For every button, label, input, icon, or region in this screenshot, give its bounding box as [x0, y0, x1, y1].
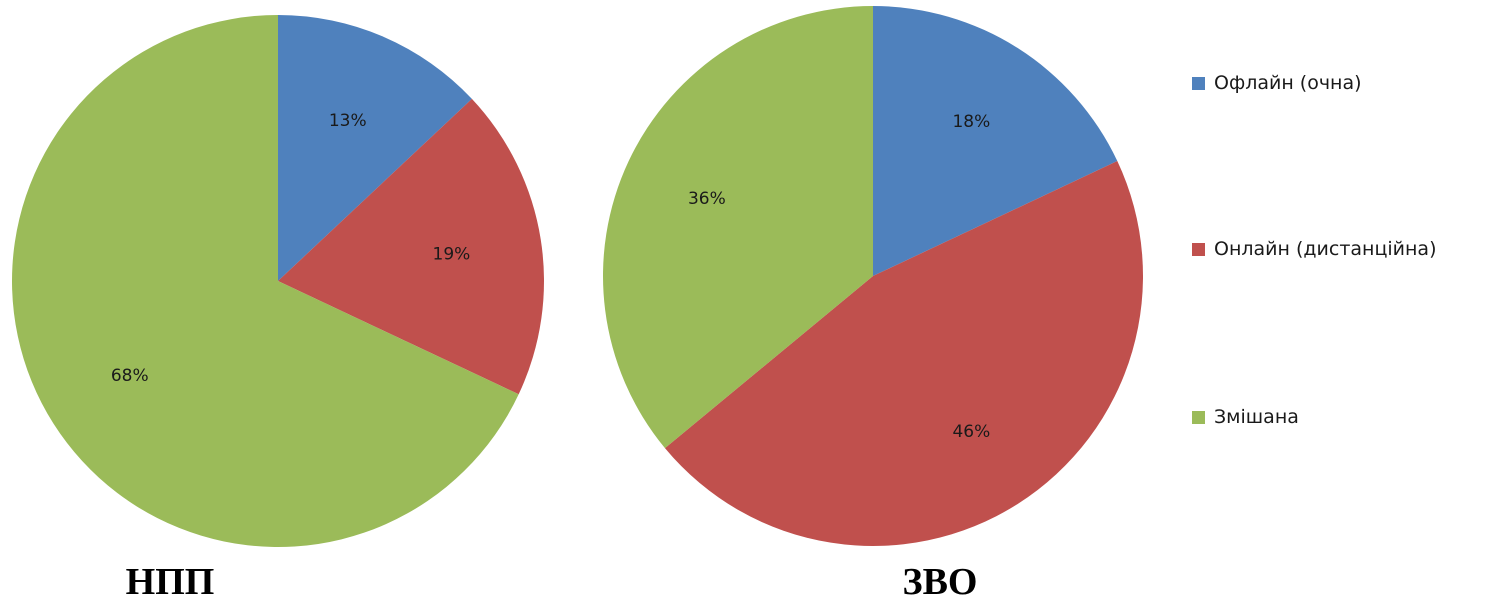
pie-chart-npp: 13% 19% 68%	[12, 15, 545, 547]
slice-label-zvo-offline: 18%	[952, 112, 990, 132]
slice-label-npp-offline: 13%	[329, 111, 367, 131]
legend-swatch-online	[1192, 242, 1205, 256]
pie-slice-zvo-mixed	[603, 6, 873, 449]
pie-slice-npp-mixed	[12, 15, 519, 547]
slice-label-npp-mixed: 68%	[111, 366, 149, 386]
legend-item-online: Онлайн (дистанційна)	[1192, 238, 1437, 260]
legend: Офлайн (очна) Онлайн (дистанційна) Зміша…	[1192, 64, 1482, 444]
slice-label-zvo-mixed: 36%	[688, 189, 726, 209]
pie-slice-npp-offline	[278, 15, 472, 281]
legend-item-offline: Офлайн (очна)	[1192, 72, 1362, 94]
legend-label-offline: Офлайн (очна)	[1214, 72, 1362, 94]
legend-swatch-mixed	[1192, 410, 1205, 424]
pie-slice-npp-online	[278, 98, 545, 395]
pie-slice-zvo-offline	[873, 6, 1118, 276]
chart-title-npp: НПП	[126, 561, 215, 600]
slice-label-zvo-online: 46%	[952, 422, 990, 442]
slice-label-npp-online: 19%	[433, 245, 471, 265]
legend-label-mixed: Змішана	[1214, 406, 1299, 428]
legend-item-mixed: Змішана	[1192, 406, 1299, 428]
legend-swatch-offline	[1192, 76, 1205, 90]
pie-chart-zvo: 18% 46% 36%	[603, 6, 1143, 546]
legend-label-online: Онлайн (дистанційна)	[1214, 238, 1437, 260]
chart-title-zvo: ЗВО	[903, 561, 978, 600]
pie-slice-zvo-online	[664, 161, 1143, 546]
